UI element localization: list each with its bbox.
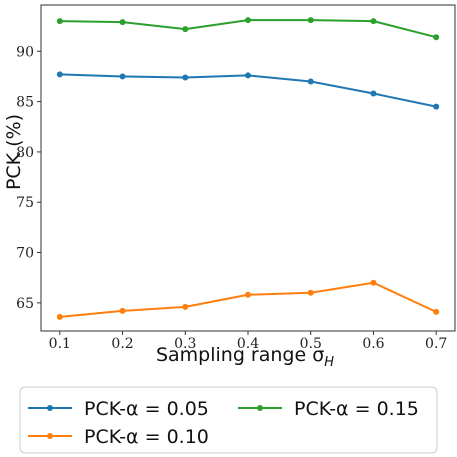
data-point bbox=[245, 72, 251, 79]
data-point bbox=[433, 308, 440, 315]
x-tick-label: 0.7 bbox=[425, 336, 447, 352]
legend-entry: PCK-α = 0.05 bbox=[28, 398, 209, 420]
y-tick-label: 65 bbox=[16, 296, 34, 312]
data-point bbox=[182, 303, 189, 310]
x-tick-label: 0.5 bbox=[300, 336, 322, 352]
data-point bbox=[370, 279, 377, 286]
data-point bbox=[433, 34, 440, 41]
y-axis-title: PCK (%) bbox=[3, 114, 25, 190]
y-axis: 65 70 75 80 85 90 bbox=[16, 44, 41, 312]
data-point bbox=[182, 26, 189, 33]
x-tick-label: 0.4 bbox=[237, 336, 259, 352]
legend: PCK-α = 0.05 PCK-α = 0.10 PCK-α = 0.15 bbox=[19, 386, 438, 454]
series-line bbox=[59, 281, 437, 318]
data-point bbox=[370, 90, 377, 97]
data-point bbox=[245, 291, 251, 298]
series-1 bbox=[56, 71, 440, 110]
y-tick-label: 75 bbox=[16, 195, 34, 211]
x-axis-title-subscript: H bbox=[324, 355, 334, 370]
plot-series bbox=[56, 17, 440, 320]
y-tick-label: 85 bbox=[16, 95, 34, 111]
legend-entry: PCK-α = 0.15 bbox=[238, 398, 419, 420]
series-3 bbox=[56, 17, 440, 41]
legend-label: PCK-α = 0.05 bbox=[84, 398, 209, 420]
legend-label: PCK-α = 0.10 bbox=[84, 426, 209, 448]
data-point bbox=[56, 18, 63, 25]
data-point bbox=[56, 71, 63, 78]
data-point bbox=[307, 289, 314, 296]
legend-box bbox=[19, 386, 438, 454]
data-point bbox=[307, 78, 314, 85]
y-tick-label: 80 bbox=[16, 145, 34, 161]
x-tick-label: 0.1 bbox=[49, 336, 71, 352]
legend-label: PCK-α = 0.15 bbox=[294, 398, 419, 420]
legend-swatch-marker bbox=[257, 405, 263, 411]
data-point bbox=[370, 18, 377, 25]
data-point bbox=[307, 17, 314, 24]
y-tick-label: 70 bbox=[16, 246, 34, 262]
data-point bbox=[119, 19, 126, 26]
x-axis: 0.1 0.2 0.3 0.4 0.5 0.6 0.7 bbox=[49, 331, 447, 352]
x-tick-label: 0.6 bbox=[362, 336, 384, 352]
data-point bbox=[119, 73, 126, 80]
x-tick-label: 0.3 bbox=[174, 336, 196, 352]
data-point bbox=[119, 307, 126, 314]
x-axis-title: Sampling range σH bbox=[156, 344, 334, 370]
x-tick-label: 0.2 bbox=[111, 336, 133, 352]
legend-entry: PCK-α = 0.10 bbox=[28, 426, 209, 448]
plot-frame bbox=[40, 4, 456, 332]
series-2 bbox=[56, 279, 440, 320]
series-line bbox=[59, 73, 437, 108]
y-tick-label: 90 bbox=[16, 44, 34, 60]
data-point bbox=[245, 17, 251, 24]
data-point bbox=[433, 103, 440, 110]
data-point bbox=[56, 313, 63, 320]
data-point bbox=[182, 74, 189, 81]
legend-swatch-marker bbox=[47, 405, 53, 411]
legend-swatch-marker bbox=[47, 433, 53, 439]
x-axis-title-main: Sampling range σ bbox=[156, 344, 324, 366]
